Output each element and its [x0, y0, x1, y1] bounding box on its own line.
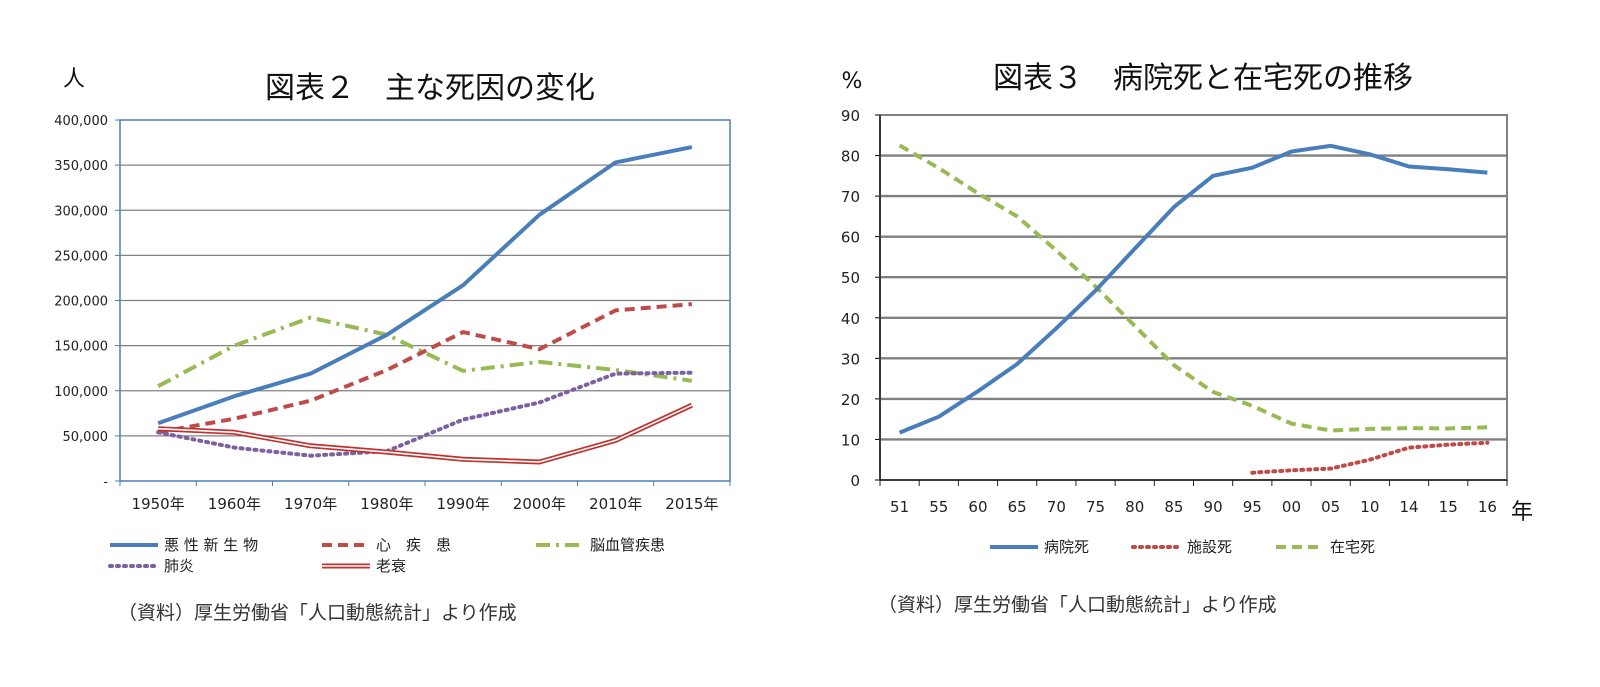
y-tick-label: 80: [841, 148, 860, 166]
y-tick-label: 90: [841, 107, 860, 125]
x-tick-label: 55: [929, 498, 948, 516]
x-tick-label: 05: [1321, 498, 1340, 516]
chart-title: 図表２ 主な死因の変化: [265, 71, 595, 106]
legend-item-2-label: 在宅死: [1330, 538, 1375, 556]
x-tick-label: 1990年: [437, 495, 490, 513]
legend-item-0-label: 病院死: [1044, 538, 1089, 556]
y-tick-label: 10: [841, 431, 860, 449]
y-tick-label: 60: [841, 229, 860, 247]
x-tick-label: 2015年: [665, 495, 718, 513]
legend-item-1-label: 施設死: [1187, 538, 1232, 556]
x-axis-unit: 年: [1511, 500, 1533, 525]
y-tick-label: 20: [841, 391, 860, 409]
y-tick-label: 250,000: [54, 249, 108, 264]
chart-place-of-death: 図表３ 病院死と在宅死の推移% 年 0 10 20 30 40 50 60 70 80 90 51 55 6…: [841, 61, 1533, 556]
y-tick-label: 400,000: [54, 114, 108, 129]
x-tick-label: 1950年: [132, 495, 185, 513]
series-line-0: [157, 145, 693, 426]
x-tick-label: 90: [1204, 498, 1223, 516]
x-tick-label: 00: [1282, 498, 1301, 516]
x-tick-label: 80: [1125, 498, 1144, 516]
y-tick-label: 0: [850, 472, 860, 490]
x-tick-label: 15: [1439, 498, 1458, 516]
legend-item-0-label: 悪 性 新 生 物: [164, 536, 258, 554]
x-tick-label: 75: [1086, 498, 1105, 516]
y-tick-label: 40: [841, 310, 860, 328]
y-tick-label: 30: [841, 350, 860, 368]
chart-title: 図表３ 病院死と在宅死の推移: [993, 61, 1413, 96]
legend-item-3-label: 肺炎: [164, 557, 194, 575]
y-tick-label: 70: [841, 188, 860, 206]
x-tick-label: 1970年: [284, 495, 337, 513]
series-line-2: [157, 315, 693, 388]
y-axis-unit: 人: [63, 67, 85, 92]
series-line-2: [898, 143, 1488, 433]
legend-item-4-label: 老衰: [376, 557, 406, 575]
series-line-0: [898, 143, 1488, 435]
series-line-1: [157, 302, 693, 435]
y-tick-label: -: [103, 475, 108, 490]
x-tick-label: 1960年: [208, 495, 261, 513]
x-tick-label: 51: [890, 498, 909, 516]
legend-item-2-label: 脳血管疾患: [590, 536, 665, 554]
y-tick-label: 350,000: [54, 159, 108, 174]
y-tick-label: 100,000: [54, 385, 108, 400]
x-tick-label: 10: [1360, 498, 1379, 516]
y-axis-unit: %: [842, 69, 863, 94]
x-tick-label: 14: [1399, 498, 1418, 516]
x-tick-label: 2000年: [513, 495, 566, 513]
y-tick-label: 300,000: [54, 204, 108, 219]
plot-area: [879, 114, 1508, 481]
x-tick-label: 70: [1047, 498, 1066, 516]
series-line-4-inner: [158, 404, 693, 463]
x-tick-label: 65: [1008, 498, 1027, 516]
y-tick-label: 150,000: [54, 340, 108, 355]
x-tick-label: 85: [1164, 498, 1183, 516]
x-tick-label: 1980年: [360, 495, 413, 513]
source-note-1: （資料）厚生労働省「人口動態統計」より作成: [118, 602, 517, 624]
y-tick-label: 50: [841, 269, 860, 287]
series-line-1: [1250, 440, 1490, 475]
series-line-3: [156, 370, 694, 458]
x-tick-label: 95: [1243, 498, 1262, 516]
legend-item-1-label: 心 疾 患: [376, 536, 451, 554]
source-note-2: （資料）厚生労働省「人口動態統計」より作成: [878, 594, 1277, 616]
y-tick-label: 50,000: [63, 430, 109, 445]
y-tick-label: 200,000: [54, 295, 108, 310]
x-tick-label: 60: [968, 498, 987, 516]
x-tick-label: 16: [1478, 498, 1497, 516]
chart-causes-of-death: 図表２ 主な死因の変化 人 - 50,000 100,000 150,000 200,000…: [54, 67, 731, 575]
x-tick-label: 2010年: [589, 495, 642, 513]
